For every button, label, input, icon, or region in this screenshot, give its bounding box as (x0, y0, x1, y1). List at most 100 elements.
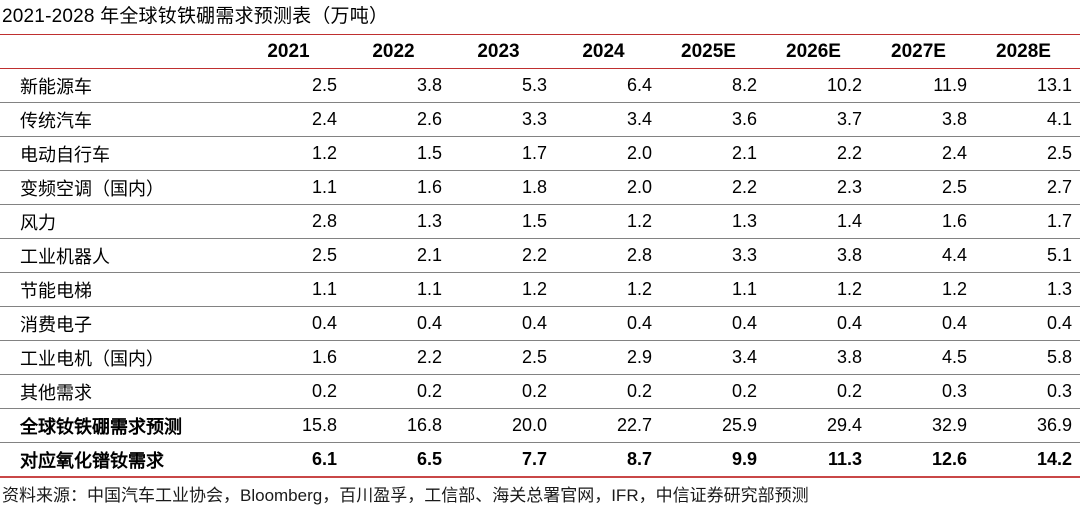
value-cell: 12.6 (931, 449, 967, 469)
value-cell: 7.7 (521, 449, 547, 469)
value-cell: 20.0 (511, 415, 547, 435)
value-cell: 3.4 (731, 347, 757, 367)
value-cell: 0.4 (626, 313, 652, 333)
ndfeb-demand-forecast-table: 2021 2022 2023 2024 2025E 2026E 2027E 2028E 新能源… (0, 34, 1080, 478)
value-cell: 1.8 (521, 177, 547, 197)
table-title: 2021-2028 年全球钕铁硼需求预测表（万吨） (2, 6, 389, 27)
value-cell: 4.5 (941, 347, 967, 367)
value-cell: 2.4 (941, 143, 967, 163)
value-cell: 2.2 (731, 177, 757, 197)
value-cell: 4.1 (1046, 109, 1072, 129)
value-cell: 1.7 (1046, 211, 1072, 231)
row-label: 传统汽车 (20, 110, 92, 131)
value-cell: 1.1 (731, 279, 757, 299)
row-label: 新能源车 (20, 76, 92, 97)
value-cell: 0.4 (836, 313, 862, 333)
value-cell: 3.6 (731, 109, 757, 129)
value-cell: 1.3 (1046, 279, 1072, 299)
value-cell: 6.1 (311, 449, 337, 469)
value-cell: 1.3 (416, 211, 442, 231)
value-cell: 22.7 (616, 415, 652, 435)
value-cell: 29.4 (826, 415, 862, 435)
value-cell: 0.2 (626, 381, 652, 401)
value-cell: 2.5 (521, 347, 547, 367)
value-cell: 1.2 (626, 279, 652, 299)
source-note: 资料来源：中国汽车工业协会，Bloomberg，百川盈孚，工信部、海关总署官网，… (2, 486, 809, 505)
value-cell: 2.8 (311, 211, 337, 231)
value-cell: 3.8 (941, 109, 967, 129)
value-cell: 0.4 (311, 313, 337, 333)
row-label: 工业机器人 (20, 246, 110, 267)
table-row: 其他需求 0.2 0.2 0.2 0.2 0.2 0.2 0.3 0.3 (0, 375, 1080, 409)
value-cell: 2.0 (626, 177, 652, 197)
table-row: 新能源车 2.5 3.8 5.3 6.4 8.2 10.2 11.9 13.1 (0, 69, 1080, 103)
value-cell: 0.2 (521, 381, 547, 401)
table-row: 工业机器人 2.5 2.1 2.2 2.8 3.3 3.8 4.4 5.1 (0, 239, 1080, 273)
value-cell: 3.4 (626, 109, 652, 129)
value-cell: 0.4 (941, 313, 967, 333)
value-cell: 0.2 (731, 381, 757, 401)
value-cell: 2.0 (626, 143, 652, 163)
table-row: 消费电子 0.4 0.4 0.4 0.4 0.4 0.4 0.4 0.4 (0, 307, 1080, 341)
value-cell: 0.3 (941, 381, 967, 401)
table-row: 风力 2.8 1.3 1.5 1.2 1.3 1.4 1.6 1.7 (0, 205, 1080, 239)
value-cell: 0.2 (311, 381, 337, 401)
row-label: 节能电梯 (20, 280, 92, 301)
value-cell: 5.8 (1046, 347, 1072, 367)
value-cell: 2.2 (521, 245, 547, 265)
value-cell: 32.9 (931, 415, 967, 435)
value-cell: 3.8 (836, 347, 862, 367)
value-cell: 2.7 (1046, 177, 1072, 197)
row-label: 风力 (20, 212, 56, 233)
value-cell: 1.4 (836, 211, 862, 231)
year-column-header: 2024 (582, 40, 625, 62)
value-cell: 2.5 (311, 75, 337, 95)
row-label: 消费电子 (20, 314, 92, 335)
year-column-header: 2021 (267, 40, 310, 62)
value-cell: 0.4 (731, 313, 757, 333)
value-cell: 1.6 (416, 177, 442, 197)
value-cell: 16.8 (406, 415, 442, 435)
table-body: 新能源车 2.5 3.8 5.3 6.4 8.2 10.2 11.9 13.1 传统汽车 2.4 2.… (0, 69, 1080, 477)
value-cell: 1.5 (521, 211, 547, 231)
value-cell: 1.7 (521, 143, 547, 163)
value-cell: 1.1 (311, 177, 337, 197)
value-cell: 3.3 (731, 245, 757, 265)
value-cell: 3.3 (521, 109, 547, 129)
value-cell: 2.5 (311, 245, 337, 265)
table-row: 电动自行车 1.2 1.5 1.7 2.0 2.1 2.2 2.4 2.5 (0, 137, 1080, 171)
value-cell: 3.7 (836, 109, 862, 129)
row-label: 全球钕铁硼需求预测 (20, 416, 182, 437)
value-cell: 1.2 (836, 279, 862, 299)
value-cell: 5.1 (1046, 245, 1072, 265)
value-cell: 1.5 (416, 143, 442, 163)
value-cell: 0.4 (521, 313, 547, 333)
value-cell: 8.2 (731, 75, 757, 95)
value-cell: 6.4 (626, 75, 652, 95)
year-column-header: 2023 (477, 40, 520, 62)
value-cell: 2.8 (626, 245, 652, 265)
value-cell: 1.2 (626, 211, 652, 231)
value-cell: 2.9 (626, 347, 652, 367)
table-row: 传统汽车 2.4 2.6 3.3 3.4 3.6 3.7 3.8 4.1 (0, 103, 1080, 137)
value-cell: 4.4 (941, 245, 967, 265)
value-cell: 11.9 (933, 75, 967, 95)
value-cell: 1.6 (941, 211, 967, 231)
table-row: 工业电机（国内） 1.6 2.2 2.5 2.9 3.4 3.8 4.5 5.8 (0, 341, 1080, 375)
value-cell: 1.3 (731, 211, 757, 231)
value-cell: 6.5 (416, 449, 442, 469)
value-cell: 1.2 (521, 279, 547, 299)
value-cell: 2.1 (416, 245, 442, 265)
value-cell: 0.2 (416, 381, 442, 401)
row-label: 工业电机（国内） (20, 348, 164, 369)
table-row: 变频空调（国内） 1.1 1.6 1.8 2.0 2.2 2.3 2.5 2.7 (0, 171, 1080, 205)
value-cell: 1.2 (941, 279, 967, 299)
year-column-header: 2028E (996, 40, 1051, 62)
value-cell: 2.3 (836, 177, 862, 197)
value-cell: 15.8 (301, 415, 337, 435)
table-row: 对应氧化镨钕需求 6.1 6.5 7.7 8.7 9.9 11.3 12.6 14.2 (0, 443, 1080, 477)
year-column-header: 2026E (786, 40, 841, 62)
year-column-header: 2022 (372, 40, 415, 62)
value-cell: 11.3 (827, 449, 862, 469)
